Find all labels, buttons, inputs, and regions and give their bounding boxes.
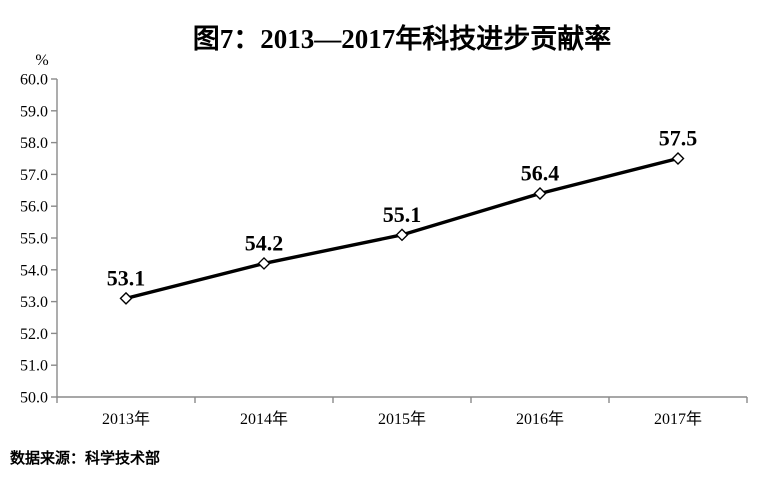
y-axis-tick-label: 52.0 bbox=[20, 326, 48, 343]
y-axis-unit-label: % bbox=[35, 52, 48, 69]
chart-title: 图7：2013—2017年科技进步贡献率 bbox=[192, 24, 612, 54]
data-point-label: 54.2 bbox=[245, 230, 284, 255]
x-axis-category-label: 2016年 bbox=[516, 410, 564, 428]
data-point-label: 57.5 bbox=[659, 126, 698, 151]
y-axis-tick-label: 50.0 bbox=[20, 390, 48, 407]
y-axis-tick-label: 55.0 bbox=[20, 231, 48, 248]
data-point-marker bbox=[395, 228, 409, 242]
y-axis-tick-label: 54.0 bbox=[20, 262, 48, 279]
data-point-label: 53.1 bbox=[107, 265, 146, 290]
y-axis-tick-label: 56.0 bbox=[20, 199, 48, 216]
data-point-label: 56.4 bbox=[521, 160, 560, 185]
x-axis-category-label: 2013年 bbox=[102, 410, 150, 428]
data-point-marker bbox=[119, 291, 133, 305]
data-point-label: 55.1 bbox=[383, 202, 422, 227]
x-axis-category-label: 2014年 bbox=[240, 410, 288, 428]
y-axis-tick-label: 57.0 bbox=[20, 167, 48, 184]
y-axis-tick-label: 53.0 bbox=[20, 294, 48, 311]
y-axis-tick-label: 58.0 bbox=[20, 135, 48, 152]
x-axis-category-label: 2015年 bbox=[378, 410, 426, 428]
y-axis-tick-label: 51.0 bbox=[20, 358, 48, 375]
source-note: 数据来源：科学技术部 bbox=[10, 450, 161, 467]
data-point-marker bbox=[671, 152, 685, 165]
y-axis-tick-label: 59.0 bbox=[20, 103, 48, 120]
x-axis-category-label: 2017年 bbox=[654, 410, 702, 428]
data-point-marker bbox=[533, 186, 547, 200]
data-point-marker bbox=[257, 256, 271, 270]
y-axis-tick-label: 60.0 bbox=[20, 72, 48, 89]
